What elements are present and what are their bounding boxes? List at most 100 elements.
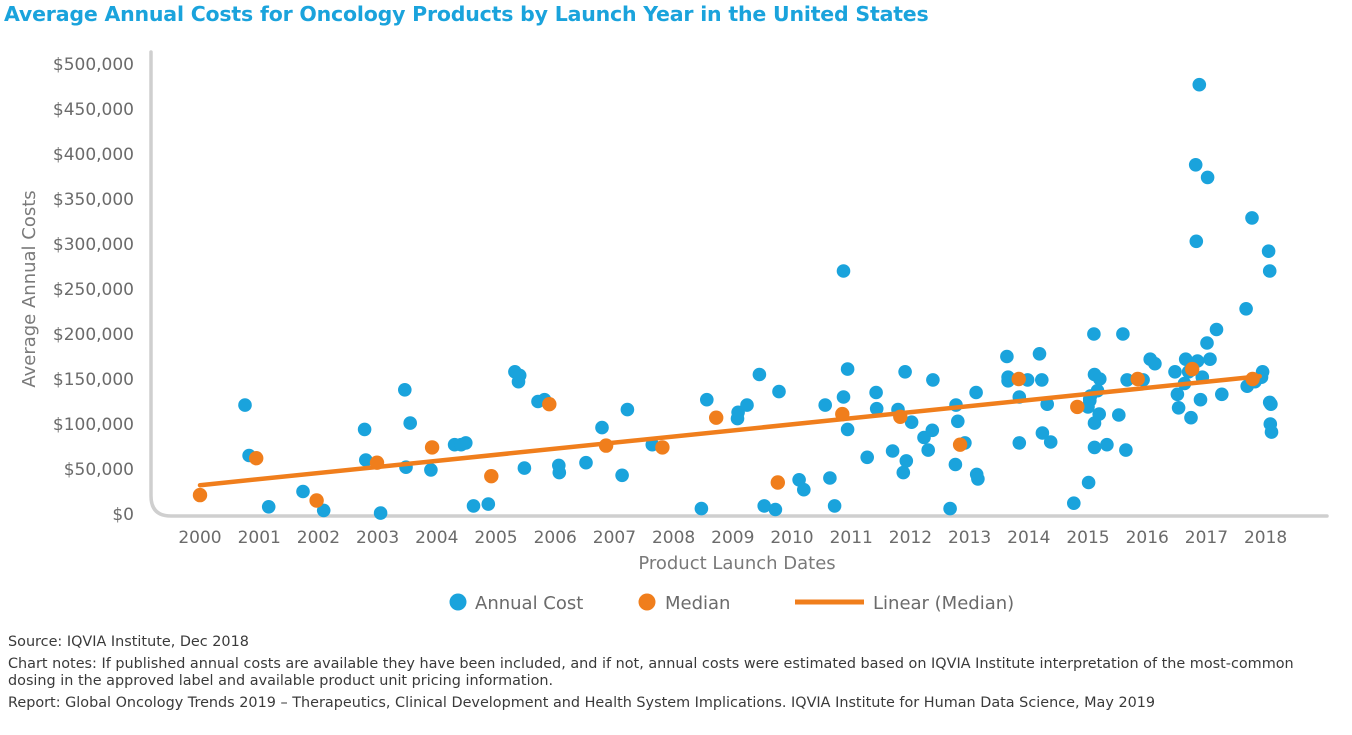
annual-cost-point <box>1203 352 1217 367</box>
x-tick-label: 2007 <box>593 528 636 548</box>
x-tick-label: 2013 <box>948 528 991 548</box>
annual-cost-point <box>1093 372 1107 386</box>
annual-cost-point <box>797 482 811 497</box>
annual-cost-point <box>1193 392 1208 407</box>
annual-cost-point <box>357 422 372 437</box>
annual-cost-point <box>1264 425 1279 439</box>
annual-cost-point <box>1043 435 1058 449</box>
annual-cost-point <box>1209 322 1224 337</box>
annual-cost-point <box>481 497 496 511</box>
annual-cost-point <box>552 465 567 480</box>
annual-cost-point <box>823 471 837 485</box>
annual-cost-point <box>424 463 438 477</box>
annual-cost-point <box>752 367 767 382</box>
median-point <box>952 437 968 452</box>
annual-cost-point <box>926 373 940 387</box>
x-tick-label: 2004 <box>415 528 458 548</box>
annual-cost-point <box>1184 410 1198 425</box>
x-tick-label: 2001 <box>238 528 281 548</box>
annual-cost-point <box>579 455 593 470</box>
legend-median-label: Median <box>665 593 730 614</box>
y-tick-label: $100,000 <box>53 415 134 435</box>
annual-cost-point <box>1092 407 1106 421</box>
median-point <box>192 487 208 503</box>
median-point <box>598 438 614 453</box>
annual-cost-point <box>971 472 985 486</box>
annual-cost-point <box>517 461 532 475</box>
x-tick-label: 2018 <box>1244 528 1287 548</box>
annual-cost-point <box>1192 77 1207 92</box>
y-tick-label: $0 <box>112 505 134 525</box>
annual-cost-point <box>1000 349 1014 364</box>
annual-cost-point <box>459 436 473 450</box>
annual-cost-point <box>1188 158 1203 172</box>
annual-cost-point <box>951 414 965 429</box>
annual-cost-point <box>615 468 629 483</box>
legend-median-marker <box>638 593 656 611</box>
annual-cost-point <box>1012 436 1027 450</box>
annual-cost-point <box>1032 347 1047 361</box>
annual-cost-point <box>1245 211 1259 225</box>
y-tick-label: $350,000 <box>53 190 134 210</box>
annual-cost-point <box>1116 327 1130 341</box>
x-tick-label: 2002 <box>297 528 340 548</box>
annual-cost-point <box>860 450 874 465</box>
annual-cost-point <box>359 453 373 467</box>
annual-cost-point <box>1200 170 1215 185</box>
annual-cost-point <box>869 401 884 416</box>
median-point <box>1130 371 1145 387</box>
annual-cost-point <box>398 383 412 397</box>
median-point <box>249 451 264 466</box>
axis-frame <box>149 50 1329 518</box>
annual-cost-point <box>885 444 900 458</box>
x-tick-label: 2017 <box>1185 528 1228 548</box>
x-tick-label: 2005 <box>474 528 517 548</box>
annual-cost-point <box>403 416 418 430</box>
annual-cost-point <box>1168 365 1182 379</box>
x-tick-label: 2016 <box>1126 528 1169 548</box>
y-tick-label: $200,000 <box>53 325 134 345</box>
annual-cost-point <box>904 415 919 430</box>
legend-annual-cost-label: Annual Cost <box>475 593 583 614</box>
annual-cost-point <box>620 402 635 417</box>
annual-cost-point <box>899 454 914 468</box>
report-note: Report: Global Oncology Trends 2019 – Th… <box>8 695 1156 711</box>
y-tick-label: $300,000 <box>53 235 134 255</box>
median-point <box>309 493 324 508</box>
y-axis-labels: $0 $50,000 $100,000 $150,000 $200,000 $250,00… <box>53 55 134 525</box>
annual-cost-point <box>1087 440 1102 455</box>
annual-cost-point <box>1087 327 1101 341</box>
median-point <box>893 409 908 424</box>
x-tick-label: 2006 <box>534 528 577 548</box>
y-tick-label: $450,000 <box>53 100 134 120</box>
annual-cost-point <box>595 420 609 435</box>
x-tick-label: 2015 <box>1066 528 1109 548</box>
annual-cost-point <box>836 264 851 278</box>
annual-cost-point <box>896 465 911 480</box>
annual-cost-point <box>700 392 714 407</box>
annual-cost-point <box>261 500 276 514</box>
median-point <box>709 410 724 425</box>
x-axis-labels: 2000 2001 2002 2003 2004 2005 2006 2007 2008 2009… <box>178 528 1287 548</box>
chart-notes-text: Chart notes: If published annual costs a… <box>8 656 1294 689</box>
annual-cost-point <box>1215 387 1229 402</box>
x-axis-title: Product Launch Dates <box>638 553 835 574</box>
annual-cost-points <box>238 77 1279 520</box>
annual-cost-point <box>1178 352 1193 367</box>
annual-cost-point <box>1171 401 1186 415</box>
annual-cost-point <box>898 365 912 379</box>
x-tick-label: 2010 <box>770 528 813 548</box>
x-tick-label: 2012 <box>889 528 932 548</box>
annual-cost-point <box>296 484 310 499</box>
annual-cost-point <box>512 368 527 383</box>
annual-cost-point <box>840 422 855 437</box>
annual-cost-point <box>827 499 842 513</box>
source-note: Source: IQVIA Institute, Dec 2018 <box>8 634 249 650</box>
median-points <box>192 361 1260 508</box>
annual-cost-point <box>1264 397 1278 412</box>
median-point <box>369 455 385 470</box>
annual-cost-point <box>818 398 832 412</box>
annual-cost-point <box>1262 264 1277 278</box>
legend-annual-cost-marker <box>449 593 467 611</box>
scatter-plot: $0 $50,000 $100,000 $150,000 $200,000 $250,00… <box>19 50 1329 614</box>
